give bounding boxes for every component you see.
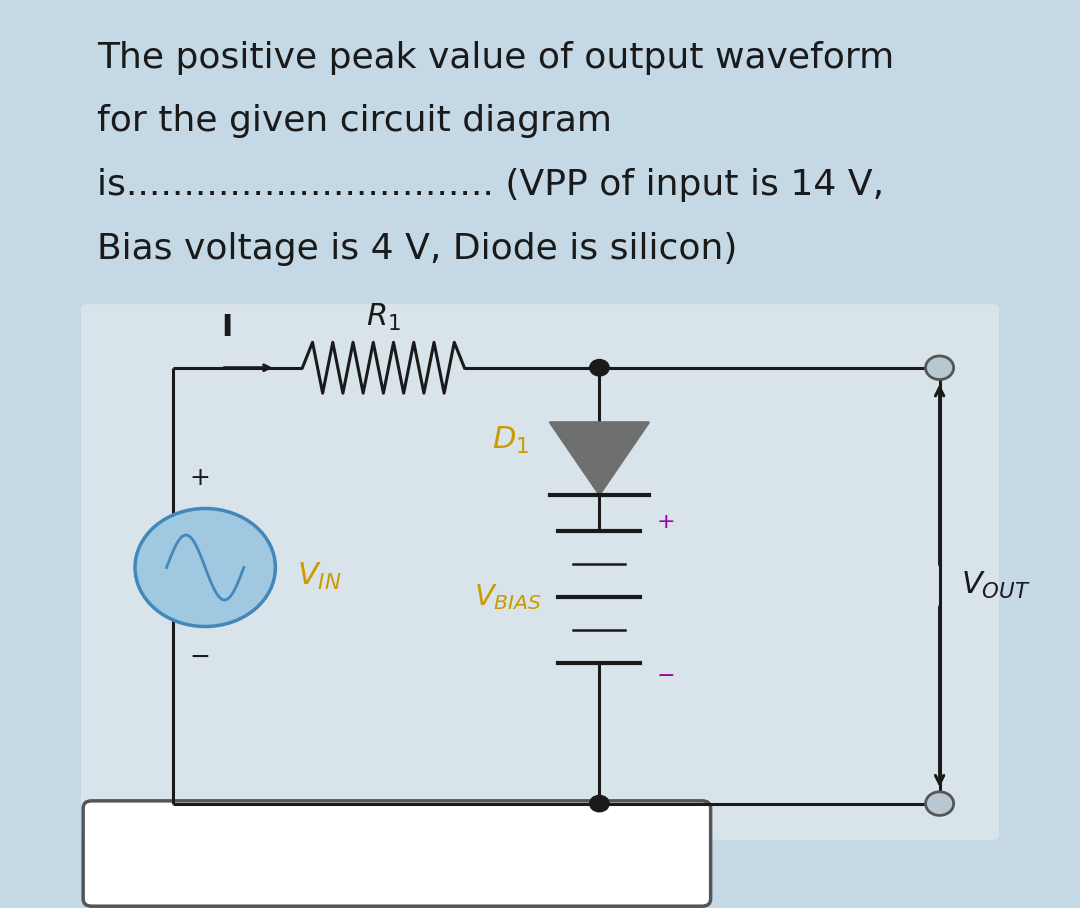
Text: is................................ (VPP of input is 14 V,: is................................ (VPP … xyxy=(97,168,885,202)
Text: +: + xyxy=(189,467,211,490)
Text: The positive peak value of output waveform: The positive peak value of output wavefo… xyxy=(97,41,894,74)
Circle shape xyxy=(926,792,954,815)
Text: $V_{OUT}$: $V_{OUT}$ xyxy=(961,570,1031,601)
Circle shape xyxy=(590,795,609,812)
FancyBboxPatch shape xyxy=(83,801,711,906)
Text: for the given circuit diagram: for the given circuit diagram xyxy=(97,104,612,138)
Text: Bias voltage is 4 V, Diode is silicon): Bias voltage is 4 V, Diode is silicon) xyxy=(97,232,738,265)
Text: $R_1$: $R_1$ xyxy=(366,302,401,333)
Circle shape xyxy=(135,508,275,627)
FancyBboxPatch shape xyxy=(81,304,999,840)
Circle shape xyxy=(926,356,954,380)
Text: +: + xyxy=(657,512,675,532)
Text: $V_{IN}$: $V_{IN}$ xyxy=(297,561,341,592)
Polygon shape xyxy=(550,422,649,495)
Text: −: − xyxy=(189,645,211,668)
Circle shape xyxy=(590,360,609,376)
Text: $V_{BIAS}$: $V_{BIAS}$ xyxy=(474,582,542,612)
Text: −: − xyxy=(657,666,675,686)
Text: I: I xyxy=(221,313,232,342)
Text: $D_1$: $D_1$ xyxy=(492,425,529,456)
